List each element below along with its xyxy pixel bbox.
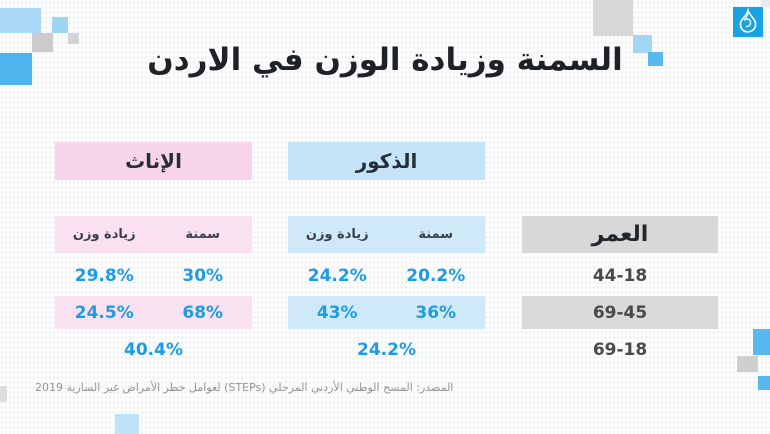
male-col-obesity-label: سمنة [418,227,454,242]
decor-square-topmid-3 [648,52,663,66]
table-row-2-male: 36% 43% [288,296,485,329]
decor-square-topright [761,0,770,7]
source-note: المصدر: المسح الوطني الأردني المرحلي (ST… [35,381,454,394]
female-col-overweight-label: زيادة وزن [72,227,136,242]
male-overweight-value-2: 43% [316,302,358,323]
decor-square-topleft-1 [0,8,41,33]
table-row-total-age: 69-18 [522,335,718,365]
decor-square-botright-2 [737,356,758,372]
decor-square-topleft-2 [52,17,68,33]
table-row-1-male: 20.2% 24.2% [288,261,485,291]
decor-square-topleft-3 [32,33,53,52]
female-obesity-value-2: 68% [182,302,224,323]
female-obesity-value-1: 30% [182,266,224,286]
table-row-total-male: 24.2% [288,335,485,365]
table-row-1-age: 44-18 [522,261,718,291]
decor-square-botright-3 [758,376,770,390]
decor-square-topleft-5 [0,53,32,85]
decor-square-botright-1 [753,329,770,355]
table-row-2-age: 69-45 [522,296,718,329]
age-range-2: 69-45 [592,302,648,323]
female-col-obesity-label: سمنة [185,227,221,242]
female-total-value: 40.4% [124,340,183,360]
male-col-overweight-label: زيادة وزن [305,227,369,242]
female-overweight-value-2: 24.5% [74,302,134,323]
male-total-value: 24.2% [357,340,416,360]
decor-square-topmid-2 [633,35,652,53]
age-range-1: 44-18 [592,266,648,286]
male-overweight-value-1: 24.2% [307,266,367,286]
decor-square-topleft-4 [68,33,79,44]
age-column-header: العمر [522,216,718,253]
male-obesity-value-2: 36% [415,302,457,323]
male-group-header: الذكور [288,142,485,180]
al-jazeera-logo-icon [733,7,763,37]
female-group-header: الإناث [55,142,252,180]
female-column-headers: سمنة زيادة وزن [55,216,252,253]
page-title: السمنة وزيادة الوزن في الاردن [147,42,623,78]
decor-square-botmid [115,414,139,434]
female-overweight-value-1: 29.8% [74,266,134,286]
table-row-2-female: 68% 24.5% [55,296,252,329]
male-column-headers: سمنة زيادة وزن [288,216,485,253]
age-range-total: 69-18 [592,340,648,360]
table-row-total-female: 40.4% [55,335,252,365]
decor-square-botleft [0,386,7,402]
table-row-1-female: 30% 29.8% [55,261,252,291]
decor-square-topmid-1 [593,0,633,36]
male-obesity-value-1: 20.2% [406,266,466,286]
